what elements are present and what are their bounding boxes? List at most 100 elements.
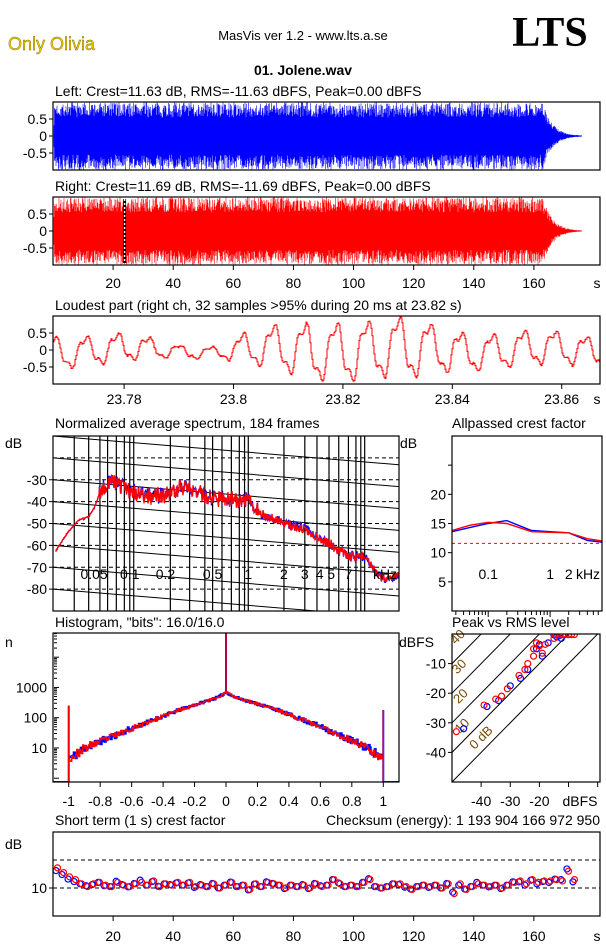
peak-rms-xtick-label: -30: [500, 793, 520, 809]
loudest-part-xtick-label: 23.82: [325, 391, 360, 407]
short-term-point-right: [498, 884, 506, 892]
spectrum-ytick-label: -40: [27, 494, 47, 510]
short-term-point-right: [138, 878, 146, 887]
short-term-point-right: [252, 880, 260, 888]
short-term-point-right: [450, 889, 458, 898]
right-waveform-xunit-label: s: [594, 275, 601, 291]
peak-rms-xtick-label: -40: [471, 793, 491, 809]
crest-line-30: [452, 634, 511, 694]
short-term-point-left: [58, 870, 66, 879]
short-term-xtick-label: 20: [105, 928, 121, 944]
short-term-point-right: [402, 882, 410, 891]
crest-ylabel: dB: [400, 435, 417, 451]
spectrum-xtick-label: 3: [301, 566, 309, 582]
short-term-point-right: [186, 878, 194, 887]
peak-rms-title: Peak vs RMS level: [452, 614, 569, 630]
short-term-point-right: [354, 882, 362, 891]
short-term-point-right: [408, 885, 416, 894]
peak-rms-xlabel: dBFS: [562, 793, 597, 809]
peak-rms-point-left: [538, 652, 546, 660]
short-term-ytick-label: 10: [31, 880, 47, 896]
spectrum-xtick-label: 7: [345, 566, 353, 582]
peak-rms-point-right: [480, 701, 488, 709]
short-term-point-right: [246, 885, 254, 894]
histogram-xtick-label: 0: [222, 793, 230, 809]
crest-line-label-10: 10: [452, 715, 473, 736]
short-term-point-right: [528, 875, 536, 884]
short-term-point-right: [558, 877, 567, 885]
right-waveform-xtick-label: 140: [462, 275, 486, 291]
peak-rms-point-right: [538, 649, 546, 657]
peak-rms-ylabel: dBFS: [399, 634, 434, 650]
peak-rms-point-right: [541, 640, 549, 648]
histogram-xtick-label: 1: [379, 793, 387, 809]
short-term-point-right: [468, 882, 476, 891]
short-term-point-right: [216, 884, 224, 892]
short-term-point-right: [444, 880, 452, 888]
spectrum-grid: [53, 436, 399, 771]
short-term-xtick-label: 40: [165, 928, 181, 944]
short-term-point-right: [59, 868, 68, 877]
peak-rms-point-left: [557, 634, 565, 643]
histogram-ytick-label: 100: [24, 710, 48, 726]
peak-rms-point-right: [492, 695, 500, 703]
right-waveform-xtick-label: 60: [226, 275, 242, 291]
short-term-point-right: [522, 880, 530, 888]
short-term-point-right: [300, 881, 308, 889]
short-term-point-right: [282, 884, 290, 892]
short-term-xtick-label: 160: [522, 928, 546, 944]
crest-title: Allpassed crest factor: [452, 415, 586, 431]
crest-frame: [451, 435, 603, 612]
histogram-xtick-label: -0.6: [120, 793, 144, 809]
peak-rms-point-right: [452, 728, 460, 736]
short-term-point-right: [228, 878, 236, 887]
left-waveform-ytick-label: -0.5: [23, 145, 47, 161]
short-term-point-right: [108, 882, 116, 891]
short-term-xtick-label: 100: [342, 928, 366, 944]
spectrum-xtick-label: 2: [280, 566, 288, 582]
peak-rms-point-right: [550, 634, 558, 643]
spectrum-slope-line: [53, 742, 399, 771]
crest-ytick-label: 10: [430, 545, 446, 561]
short-term-point-right: [336, 880, 344, 888]
short-term-point-left: [533, 880, 541, 888]
spectrum-right-trace: [55, 474, 399, 583]
short-term-point-right: [306, 884, 314, 892]
spectrum-xtick-label: 5: [327, 566, 335, 582]
histogram-xtick-label: 0.8: [342, 793, 362, 809]
short-term-point-right: [53, 864, 62, 872]
loudest-part-ytick-label: 0: [39, 342, 47, 358]
histogram-xtick-label: -0.8: [88, 793, 112, 809]
crest-left-trace: [451, 519, 603, 543]
spectrum-ytick-label: -80: [27, 581, 47, 597]
peak-rms-ytick-label: -10: [426, 656, 446, 672]
short-term-point-left: [449, 888, 457, 896]
short-term-point-left: [112, 877, 120, 885]
short-term-point-right: [77, 880, 86, 888]
right-waveform-xtick-label: 80: [286, 275, 302, 291]
loudest-part-trace: [53, 316, 601, 382]
short-term-point-right: [516, 877, 524, 885]
short-term-point-right: [492, 881, 500, 889]
checksum-label: Checksum (energy): 1 193 904 166 972 950: [326, 812, 600, 828]
left-waveform-ytick-label: 0.5: [28, 111, 48, 127]
histogram-xtick-label: 0.4: [279, 793, 299, 809]
short-term-point-right: [330, 875, 338, 884]
histogram-xtick-label: -0.4: [151, 793, 175, 809]
short-term-title: Short term (1 s) crest factor: [55, 812, 226, 828]
spectrum-title: Normalized average spectrum, 184 frames: [55, 415, 320, 431]
short-term-point-right: [222, 881, 230, 889]
peak-rms-xtick-label: -20: [529, 793, 549, 809]
short-term-point-right: [570, 875, 579, 884]
peak-rms-ytick-label: -40: [426, 744, 446, 760]
logo-text: Only Olivia: [8, 34, 96, 54]
right-waveform-xtick-label: 120: [402, 275, 426, 291]
short-term-xtick-label: 80: [286, 928, 302, 944]
spectrum-xtick-label: 1: [244, 566, 252, 582]
crest-line-20: [452, 634, 541, 724]
short-term-frame: [52, 831, 601, 917]
short-term-point-right: [384, 882, 392, 891]
short-term-point-right: [564, 867, 573, 875]
short-term-point-right: [324, 881, 332, 889]
spectrum-slope-line: [53, 457, 399, 488]
